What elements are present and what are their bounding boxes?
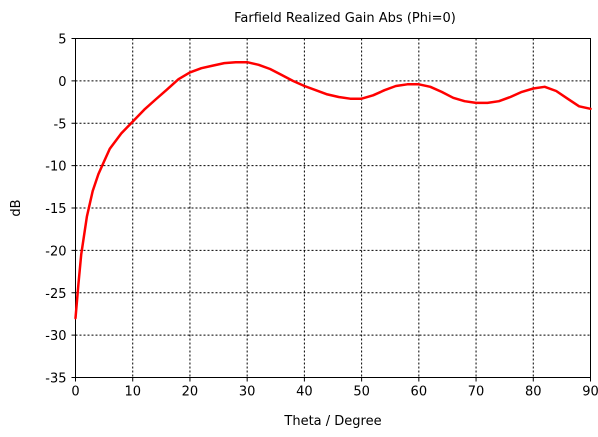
x-tick-label: 20 (182, 385, 199, 400)
series-line (74, 60, 592, 320)
y-tick-label: -5 (54, 117, 67, 132)
chart-title: Farfield Realized Gain Abs (Phi=0) (234, 11, 456, 26)
x-tick-label: 90 (582, 385, 598, 400)
x-axis-label: Theta / Degree (283, 414, 381, 429)
x-tick-label: 10 (124, 385, 141, 400)
y-tick-label: 0 (58, 75, 66, 90)
y-tick-label: -35 (45, 372, 66, 387)
grid (75, 38, 591, 378)
x-tick-label: 60 (411, 385, 428, 400)
y-tick-label: -10 (45, 160, 66, 175)
x-tick-label: 40 (296, 385, 313, 400)
y-axis-label: dB (9, 199, 24, 216)
y-tick-label: -15 (45, 202, 66, 217)
y-tick-label: -30 (45, 329, 66, 344)
axis-ticks: 0 10 20 30 40 50 60 70 80 9050-5-10-15-20-25-30-3… (45, 33, 598, 400)
x-tick-label: 70 (468, 385, 485, 400)
y-tick-label: -25 (45, 287, 66, 302)
y-tick-label: 5 (58, 33, 66, 48)
x-tick-label: 50 (353, 385, 370, 400)
x-tick-label: 30 (239, 385, 256, 400)
data-series (74, 60, 592, 320)
x-tick-label: 0 (71, 385, 79, 400)
y-tick-label: -20 (45, 244, 66, 259)
x-tick-label: 80 (525, 385, 542, 400)
